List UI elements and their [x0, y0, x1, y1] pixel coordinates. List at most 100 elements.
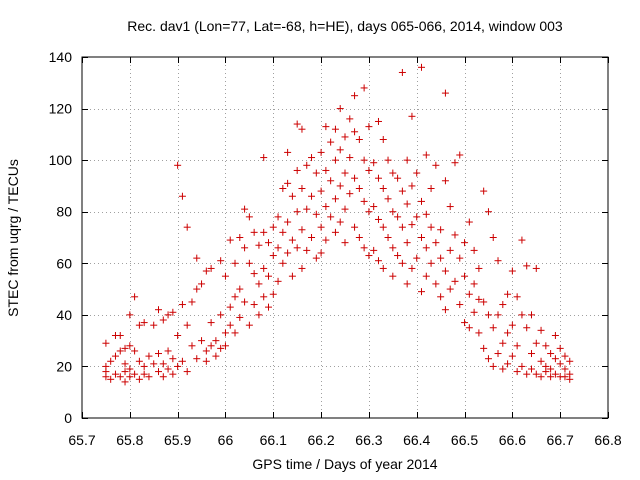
data-point	[245, 321, 253, 329]
data-point	[446, 203, 454, 211]
data-point	[389, 169, 397, 177]
data-point	[523, 262, 531, 270]
data-point	[365, 166, 373, 174]
data-point	[360, 197, 368, 205]
data-point	[212, 352, 220, 360]
data-point	[551, 370, 559, 378]
data-point	[351, 174, 359, 182]
data-point	[465, 324, 473, 332]
data-point	[193, 285, 201, 293]
x-tick-label: 65.8	[116, 432, 143, 448]
data-point	[379, 264, 387, 272]
data-point	[465, 218, 473, 226]
data-point	[408, 112, 416, 120]
data-point	[422, 210, 430, 218]
data-point	[131, 347, 139, 355]
data-point	[317, 148, 325, 156]
data-point	[260, 154, 268, 162]
data-point	[322, 123, 330, 131]
data-point	[255, 241, 263, 249]
data-point	[465, 290, 473, 298]
data-point	[303, 205, 311, 213]
data-point	[518, 362, 526, 370]
data-point	[269, 290, 277, 298]
data-point	[298, 185, 306, 193]
data-point	[193, 355, 201, 363]
data-point	[360, 156, 368, 164]
data-point	[384, 195, 392, 203]
data-point	[245, 259, 253, 267]
data-point	[456, 301, 464, 309]
data-point	[532, 264, 540, 272]
data-point	[504, 329, 512, 337]
x-tick-labels: 65.7 65.8 65.9 66 66.1 66.2 66.3 66.4 66.5 66.6 66…	[68, 432, 621, 448]
data-point	[312, 254, 320, 262]
data-point	[274, 277, 282, 285]
data-point	[236, 313, 244, 321]
data-point	[389, 208, 397, 216]
data-point	[159, 316, 167, 324]
data-point	[523, 370, 531, 378]
data-point	[183, 321, 191, 329]
y-tick-label: 40	[56, 307, 72, 323]
data-point	[260, 293, 268, 301]
x-tick-label: 65.9	[164, 432, 191, 448]
x-tick-label: 66	[218, 432, 234, 448]
y-tick-label: 0	[64, 410, 72, 426]
data-point	[288, 192, 296, 200]
plot-frame	[81, 56, 609, 419]
data-point	[461, 239, 469, 247]
data-point	[370, 203, 378, 211]
data-point	[484, 208, 492, 216]
data-point	[236, 285, 244, 293]
data-point	[389, 272, 397, 280]
data-point	[331, 195, 339, 203]
data-point	[551, 331, 559, 339]
data-point	[126, 373, 134, 381]
data-point	[178, 301, 186, 309]
x-axis-label: GPS time / Days of year 2014	[252, 456, 437, 472]
data-point	[284, 218, 292, 226]
data-point	[484, 311, 492, 319]
data-point	[384, 156, 392, 164]
data-point	[413, 213, 421, 221]
data-point	[398, 68, 406, 76]
data-point	[312, 210, 320, 218]
data-point	[432, 280, 440, 288]
data-point	[298, 125, 306, 133]
data-point	[484, 355, 492, 363]
y-tick-label: 80	[56, 204, 72, 220]
data-point	[365, 252, 373, 260]
data-point	[250, 301, 258, 309]
data-point	[523, 324, 531, 332]
data-point	[494, 311, 502, 319]
data-point	[293, 244, 301, 252]
data-point	[284, 179, 292, 187]
data-point	[107, 375, 115, 383]
data-point	[446, 285, 454, 293]
data-point	[355, 234, 363, 241]
x-tick-label: 66.2	[307, 432, 334, 448]
data-point	[398, 187, 406, 195]
data-point	[441, 267, 449, 275]
data-point	[150, 321, 158, 329]
data-point	[207, 264, 215, 272]
data-point	[255, 280, 263, 288]
data-point	[456, 254, 464, 262]
data-point	[475, 329, 483, 337]
data-point	[250, 228, 258, 236]
data-point	[494, 257, 502, 265]
data-point	[188, 298, 196, 306]
data-point	[441, 177, 449, 185]
data-point	[475, 295, 483, 303]
data-point	[284, 148, 292, 156]
data-point	[288, 272, 296, 280]
data-point	[269, 252, 277, 260]
data-point	[231, 259, 239, 267]
data-point	[102, 373, 110, 381]
y-tick-label: 120	[49, 101, 73, 117]
y-tick-labels: 0 20 40 60 80 100 120 140	[49, 49, 73, 426]
data-point	[322, 166, 330, 174]
data-point	[198, 280, 206, 288]
x-tick-label: 65.7	[68, 432, 95, 448]
